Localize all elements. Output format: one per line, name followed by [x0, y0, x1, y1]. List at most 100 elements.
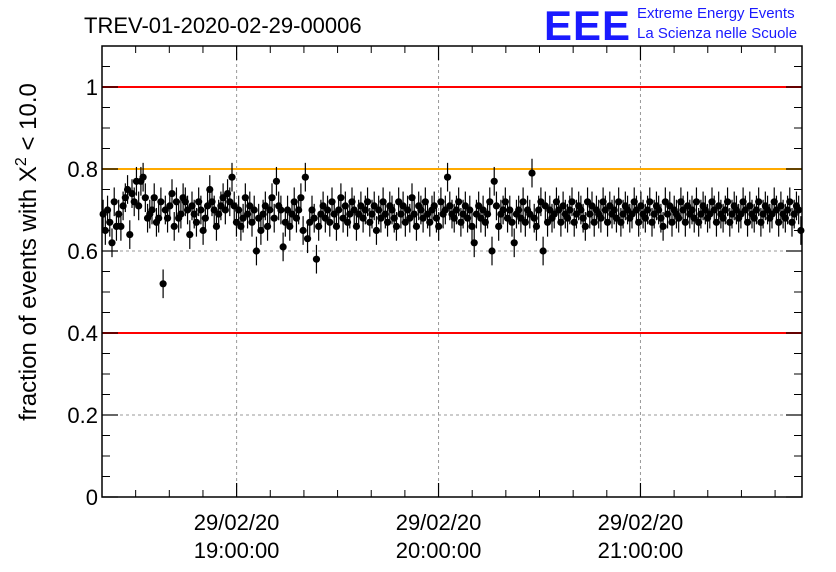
marker: [270, 214, 278, 222]
y-ticks: 0 0.2 0.4 0.6 0.8 1: [67, 45, 802, 510]
data-point: [159, 269, 167, 299]
marker: [235, 206, 243, 214]
marker: [786, 198, 794, 206]
marker: [408, 194, 416, 202]
marker: [106, 218, 114, 226]
marker: [126, 231, 134, 239]
y-axis-label: fraction of events with X2 < 10.0: [13, 83, 42, 421]
data-point: [139, 162, 147, 192]
data-point: [615, 187, 623, 217]
data-point: [519, 187, 527, 217]
data-point: [775, 207, 783, 237]
data-point: [301, 162, 309, 192]
data-point: [310, 203, 318, 233]
data-point: [272, 166, 281, 196]
marker: [392, 222, 401, 230]
data-point: [492, 191, 501, 221]
data-point: [279, 232, 287, 262]
data-point: [597, 203, 605, 233]
x-tick-label-time: 21:00:00: [598, 538, 684, 563]
y-tick-label: 1: [86, 75, 98, 100]
data-point: [383, 207, 392, 237]
data-point: [743, 207, 752, 237]
marker: [646, 198, 654, 206]
marker: [268, 194, 276, 202]
x-tick-label-date: 29/02/20: [396, 510, 482, 535]
data-point: [150, 183, 158, 213]
data-point: [252, 236, 261, 266]
reference-lines: [102, 86, 802, 334]
data-point: [297, 183, 305, 213]
marker: [197, 206, 205, 214]
marker: [272, 177, 281, 185]
marker: [492, 202, 501, 210]
data-point: [108, 228, 116, 258]
data-point: [557, 207, 565, 237]
data-point: [435, 212, 443, 241]
logo-line1: Extreme Energy Events: [637, 5, 795, 22]
data-point: [186, 220, 194, 249]
data-point: [532, 212, 541, 241]
marker: [615, 198, 623, 206]
y-axis-label-prefix: fraction of events with: [15, 182, 42, 421]
marker: [135, 202, 143, 210]
marker: [775, 218, 783, 226]
data-point: [197, 195, 205, 225]
marker: [221, 206, 229, 214]
data-point: [117, 212, 125, 241]
data-point: [723, 187, 732, 217]
marker: [468, 222, 476, 230]
data-point: [268, 183, 276, 213]
marker: [332, 222, 341, 230]
data-point: [326, 207, 334, 237]
data-point: [332, 212, 341, 241]
data-point: [470, 228, 478, 258]
data-point: [755, 187, 763, 217]
data-point: [568, 187, 576, 217]
data-point: [490, 166, 498, 196]
marker: [110, 198, 118, 206]
data-point: [250, 195, 258, 225]
marker: [363, 198, 372, 206]
data-point: [443, 162, 452, 192]
data-point: [110, 187, 118, 217]
data-point: [363, 187, 372, 217]
marker: [257, 226, 265, 235]
marker: [159, 280, 167, 288]
marker: [303, 235, 312, 243]
marker: [139, 173, 147, 181]
data-point: [539, 236, 547, 266]
marker: [755, 198, 763, 206]
marker: [510, 239, 518, 247]
y-axis-label-symbol: X: [15, 166, 42, 182]
data-point: [277, 195, 285, 225]
marker: [597, 214, 605, 222]
data-point: [228, 162, 236, 192]
marker: [681, 218, 689, 226]
data-point: [486, 187, 494, 217]
marker: [150, 194, 158, 202]
data-point: [681, 207, 689, 237]
data-point: [603, 207, 612, 237]
data-point: [581, 212, 589, 241]
data-point: [263, 212, 272, 241]
x-ticks: 29/02/20 19:00:00 29/02/20 20:00:00 29/02/20…: [101, 46, 776, 563]
data-point: [508, 207, 516, 237]
data-point: [168, 179, 176, 208]
data-point: [241, 183, 249, 213]
data-point: [170, 212, 178, 241]
data-point: [172, 187, 181, 217]
x-tick-label-time: 19:00:00: [194, 538, 280, 563]
marker: [528, 169, 536, 177]
marker: [241, 194, 249, 202]
marker: [435, 222, 443, 230]
data-points: [99, 158, 805, 299]
marker: [263, 222, 272, 230]
x-tick-label-time: 20:00:00: [396, 538, 482, 563]
marker: [635, 218, 643, 226]
marker: [279, 243, 287, 251]
marker: [297, 194, 305, 202]
data-point: [412, 212, 421, 241]
data-point: [235, 195, 243, 225]
